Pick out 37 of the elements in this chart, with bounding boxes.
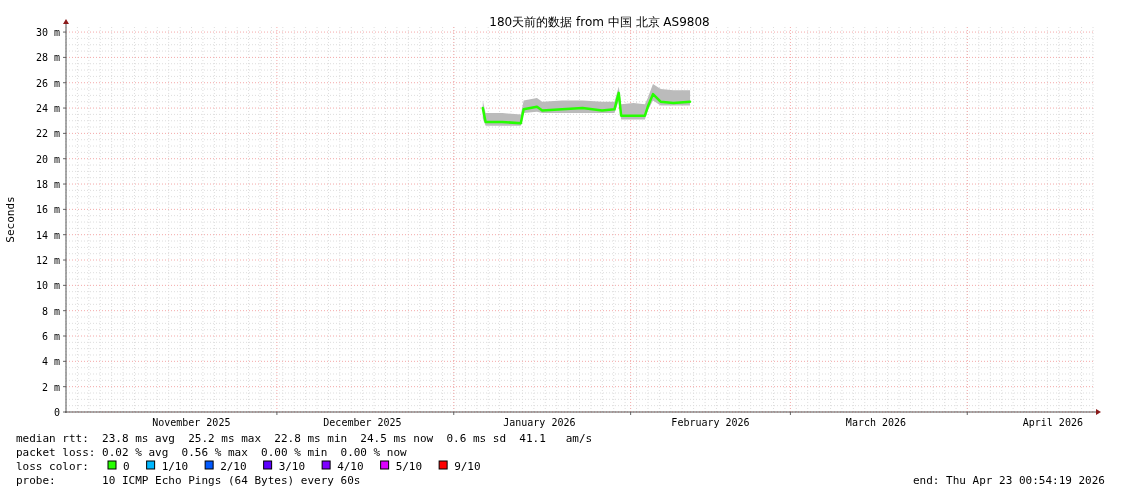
legend-label: 1/10 [161,460,189,473]
text: median rtt: 23.8 ms avg 25.2 ms max 22.8 ms min 24.5 ms now 0.6 ms sd 41.1 am/s [16,432,593,445]
y-tick-label: 22 m [35,128,60,140]
x-tick-label: April 2026 [1022,417,1083,428]
x-tick-label: February 2026 [671,417,750,428]
legend-label: 0 [123,460,130,473]
y-tick-label: 14 m [35,229,60,241]
text: packet loss: 0.02 % avg 0.56 % max 0.00 % min 0.00 % now [16,446,408,459]
y-tick-label: 10 m [35,280,60,292]
y-tick-label: 30 m [35,27,60,39]
legend-label: 4/10 [337,460,364,473]
y-tick-label: 18 m [35,179,60,191]
x-tick-label: December 2025 [323,417,402,428]
x-tick-label: March 2026 [845,417,907,428]
y-tick-label: 16 m [35,204,60,216]
x-tick-label: November 2025 [152,417,231,428]
legend-label: 5/10 [395,460,423,473]
y-tick-label: 2 m [41,381,60,393]
line-series [481,91,692,125]
y-tick-label: 20 m [35,153,60,165]
y-tick-label: 24 m [35,103,60,115]
text: end: Thu Apr 23 00:54:19 2026 [912,474,1105,487]
chart-title: 180天前的数据 from 中国 北京 AS9808 [489,15,710,29]
y-tick-label: 26 m [35,77,60,89]
y-tick-label: 8 m [41,305,60,317]
y-tick-label: 0 [53,407,60,418]
x-tick-label: January 2026 [503,417,576,428]
legend-label: 3/10 [278,460,306,473]
text: probe: 10 ICMP Echo Pings (64 Bytes) every 60s [16,474,361,487]
y-tick-label: 6 m [41,331,60,343]
y-axis-title: Seconds [4,196,17,243]
legend-title: loss color: [16,460,89,473]
y-tick-label: 12 m [35,255,60,267]
legend-label: 9/10 [454,460,481,473]
y-tick-label: 4 m [41,356,60,368]
legend-label: 2/10 [220,460,247,473]
y-tick-label: 28 m [35,52,60,64]
